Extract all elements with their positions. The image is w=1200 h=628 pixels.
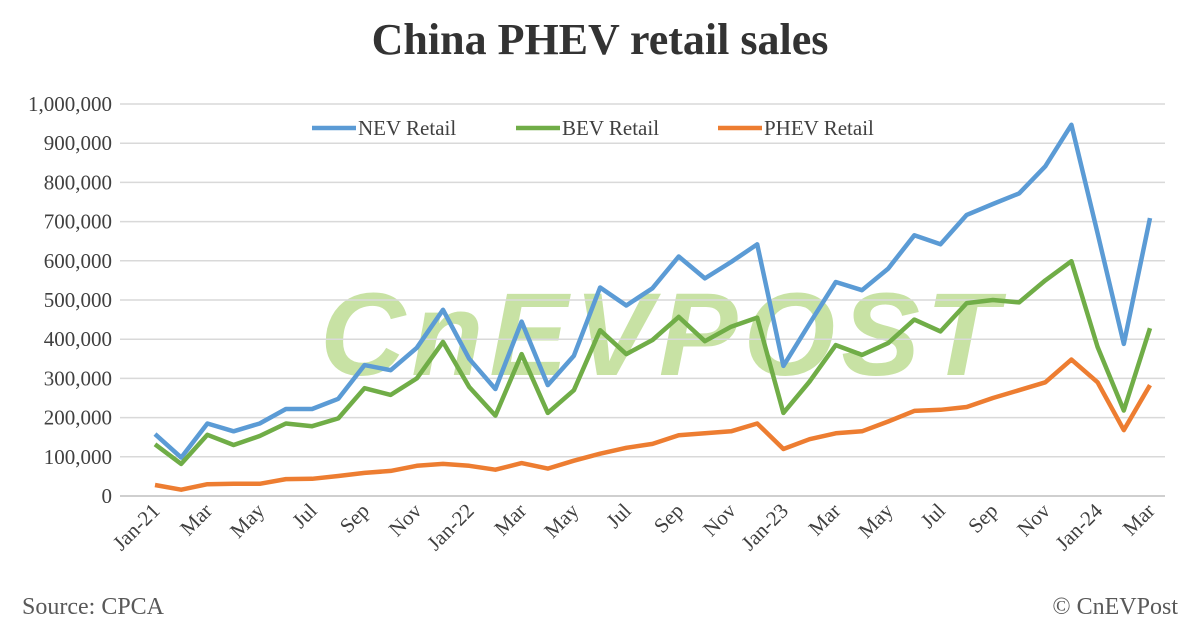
x-tick-label: Nov bbox=[698, 498, 741, 541]
x-tick-label: Jan-21 bbox=[108, 499, 165, 556]
y-tick-label: 900,000 bbox=[44, 131, 112, 155]
y-tick-label: 0 bbox=[102, 484, 113, 508]
x-tick-label: Mar bbox=[804, 499, 846, 541]
x-tick-label: Mar bbox=[489, 499, 531, 541]
x-tick-label: Jan-23 bbox=[736, 499, 793, 556]
x-tick-label: Jul bbox=[602, 498, 636, 532]
x-tick-label: Jan-24 bbox=[1051, 498, 1108, 555]
legend-label: PHEV Retail bbox=[764, 116, 874, 140]
y-tick-label: 400,000 bbox=[44, 327, 112, 351]
series-line-bev-retail bbox=[153, 258, 1153, 467]
y-tick-label: 700,000 bbox=[44, 210, 112, 234]
x-tick-label: Sep bbox=[335, 499, 374, 538]
y-tick-label: 300,000 bbox=[44, 366, 112, 390]
x-tick-label: Mar bbox=[175, 499, 217, 541]
chart-title: China PHEV retail sales bbox=[371, 15, 829, 64]
x-tick-label: May bbox=[853, 498, 898, 543]
x-tick-label: Nov bbox=[384, 498, 427, 541]
y-tick-label: 600,000 bbox=[44, 249, 112, 273]
y-tick-label: 500,000 bbox=[44, 288, 112, 312]
y-tick-label: 100,000 bbox=[44, 445, 112, 469]
credit-note: © CnEVPost bbox=[1052, 594, 1178, 620]
y-tick-label: 800,000 bbox=[44, 170, 112, 194]
series-line-phev-retail bbox=[154, 357, 1152, 492]
x-tick-label: Jan-22 bbox=[422, 499, 479, 556]
x-tick-label: May bbox=[539, 498, 584, 543]
y-tick-label: 1,000,000 bbox=[28, 92, 112, 116]
source-note: Source: CPCA bbox=[22, 594, 165, 620]
x-tick-label: Jul bbox=[916, 498, 950, 532]
x-tick-label: Jul bbox=[287, 498, 321, 532]
series-line-nev-retail bbox=[153, 122, 1153, 460]
x-tick-label: Mar bbox=[1118, 499, 1160, 541]
legend-label: BEV Retail bbox=[562, 116, 659, 140]
x-tick-label: Sep bbox=[963, 499, 1002, 538]
y-tick-label: 200,000 bbox=[44, 406, 112, 430]
x-tick-label: May bbox=[225, 498, 270, 543]
x-tick-label: Nov bbox=[1012, 498, 1055, 541]
x-tick-label: Sep bbox=[649, 499, 688, 538]
legend-label: NEV Retail bbox=[358, 116, 456, 140]
